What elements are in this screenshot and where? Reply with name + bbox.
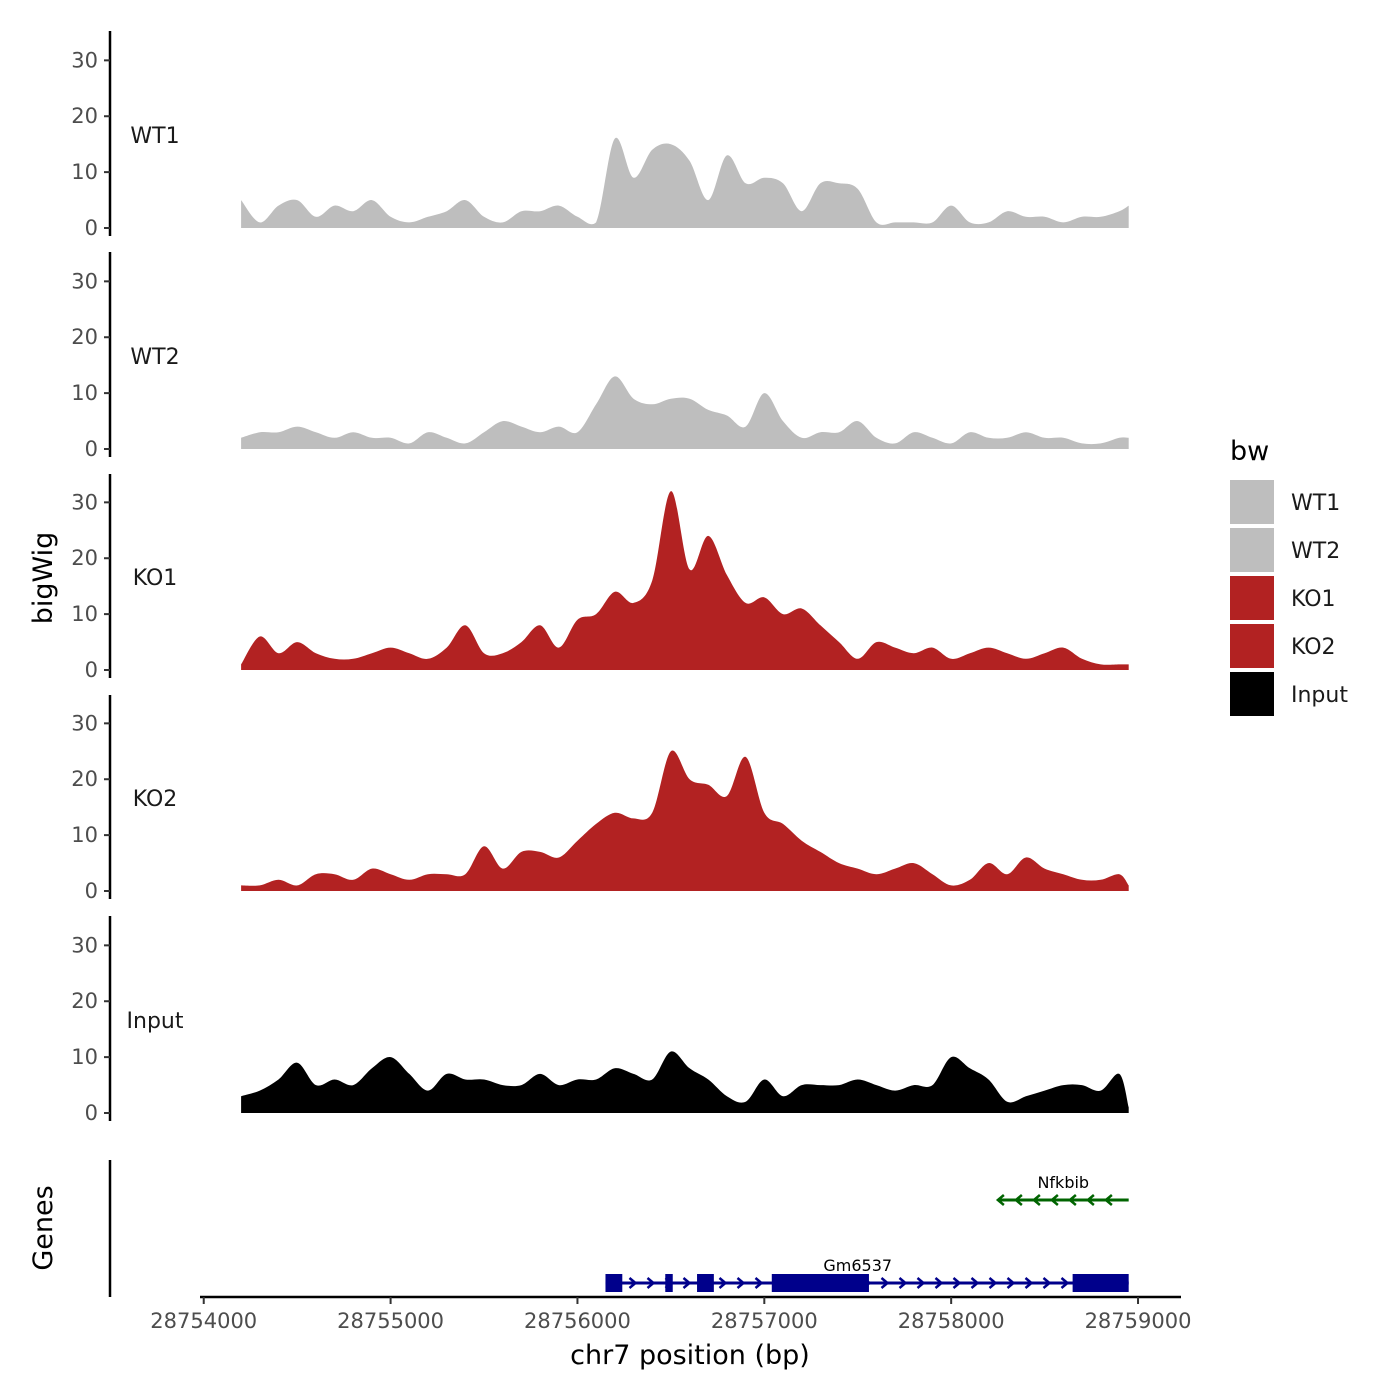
strand-arrow (1013, 1194, 1023, 1206)
signal-area-ko1 (241, 491, 1129, 670)
signal-area-input (241, 1051, 1129, 1113)
y-tick-label: 20 (71, 104, 98, 128)
strand-arrow (880, 1277, 890, 1289)
strand-arrow (1024, 1277, 1034, 1289)
legend-label-wt2: WT2 (1291, 539, 1340, 564)
track-ko1: 0 10 20 30 KO1 (71, 474, 1129, 682)
y-axis-title: bigWig (28, 532, 59, 625)
legend-swatch-ko1 (1230, 576, 1274, 620)
exon-block (665, 1274, 673, 1292)
gene-track: Gm6537 Nfkbib (108, 1160, 1129, 1297)
y-tick-label: 20 (71, 325, 98, 349)
x-tick-label: 28757000 (711, 1309, 818, 1333)
strand-arrow (1006, 1277, 1016, 1289)
legend-label-wt1: WT1 (1291, 491, 1340, 516)
gene-nfkbib: Nfkbib (995, 1173, 1129, 1206)
strand-arrow (898, 1277, 908, 1289)
gene-gm6537: Gm6537 (605, 1256, 1129, 1292)
signal-area-wt2 (241, 376, 1129, 449)
exon-block (1072, 1274, 1129, 1292)
x-tick-label: 28754000 (150, 1309, 257, 1333)
exon-block (697, 1274, 714, 1292)
strand-arrow (1042, 1277, 1052, 1289)
y-tick-label: 10 (71, 160, 98, 184)
y-tick-label: 0 (85, 879, 98, 903)
track-wt1: 0 10 20 30 WT1 (71, 31, 1129, 240)
strand-arrow (628, 1277, 638, 1289)
legend-swatch-ko2 (1230, 624, 1274, 668)
strand-arrow (754, 1277, 764, 1289)
y-tick-label: 0 (85, 216, 98, 240)
track-label: KO2 (133, 787, 178, 812)
track-input: 0 10 20 30 Input (71, 916, 1129, 1125)
gene-label: Nfkbib (1037, 1173, 1089, 1192)
strand-arrow (1103, 1194, 1113, 1206)
strand-arrow (995, 1194, 1005, 1206)
bigwig-tracks: 0 10 20 30 WT1 0 10 20 30 WT2 0 10 20 30 KO1 0 10 20 30 KO2… (71, 31, 1129, 1125)
y-tick-label: 20 (71, 989, 98, 1013)
strand-arrow (1085, 1194, 1095, 1206)
track-label: KO1 (133, 566, 178, 591)
y-tick-label: 0 (85, 1101, 98, 1125)
x-tick-label: 28755000 (337, 1309, 444, 1333)
signal-area-ko2 (241, 750, 1129, 891)
strand-arrow (1060, 1277, 1070, 1289)
legend-swatch-wt1 (1230, 480, 1274, 524)
y-tick-label: 30 (71, 48, 98, 72)
signal-area-wt1 (241, 137, 1129, 228)
strand-arrow (736, 1277, 746, 1289)
track-wt2: 0 10 20 30 WT2 (71, 252, 1129, 461)
y-tick-label: 10 (71, 602, 98, 626)
exon-block (605, 1274, 623, 1292)
genes-axis-title: Genes (28, 1185, 59, 1270)
strand-arrow (1049, 1194, 1059, 1206)
gene-label: Gm6537 (823, 1256, 892, 1275)
strand-arrow (1031, 1194, 1041, 1206)
legend-label-ko1: KO1 (1291, 587, 1336, 612)
y-tick-label: 30 (71, 711, 98, 735)
y-tick-label: 10 (71, 381, 98, 405)
track-label: WT2 (130, 345, 179, 370)
strand-arrow (934, 1277, 944, 1289)
x-tick-label: 28758000 (898, 1309, 1005, 1333)
legend: bw WT1 WT2 KO1 KO2 Input (1230, 436, 1348, 716)
y-tick-label: 30 (71, 490, 98, 514)
track-label: WT1 (130, 124, 179, 149)
x-axis: 28754000 28755000 28756000 28757000 28758000… (150, 1295, 1192, 1333)
strand-arrow (1067, 1194, 1077, 1206)
strand-arrow (952, 1277, 962, 1289)
strand-arrow (970, 1277, 980, 1289)
legend-title: bw (1230, 436, 1269, 467)
y-tick-label: 20 (71, 546, 98, 570)
y-tick-label: 0 (85, 658, 98, 682)
legend-label-input: Input (1291, 683, 1348, 708)
x-tick-label: 28756000 (524, 1309, 631, 1333)
y-tick-label: 30 (71, 269, 98, 293)
legend-label-ko2: KO2 (1291, 635, 1336, 660)
strand-arrow (988, 1277, 998, 1289)
track-ko2: 0 10 20 30 KO2 (71, 695, 1129, 903)
y-tick-label: 10 (71, 1045, 98, 1069)
strand-arrow (682, 1277, 692, 1289)
y-tick-label: 10 (71, 823, 98, 847)
x-axis-title: chr7 position (bp) (570, 1340, 810, 1371)
legend-swatch-wt2 (1230, 528, 1274, 572)
legend-swatch-input (1230, 672, 1274, 716)
strand-arrow (718, 1277, 728, 1289)
exon-block (771, 1274, 869, 1292)
track-label: Input (127, 1009, 184, 1034)
y-tick-label: 30 (71, 933, 98, 957)
y-tick-label: 0 (85, 437, 98, 461)
strand-arrow (916, 1277, 926, 1289)
x-tick-label: 28759000 (1085, 1309, 1192, 1333)
strand-arrow (646, 1277, 656, 1289)
y-tick-label: 20 (71, 767, 98, 791)
